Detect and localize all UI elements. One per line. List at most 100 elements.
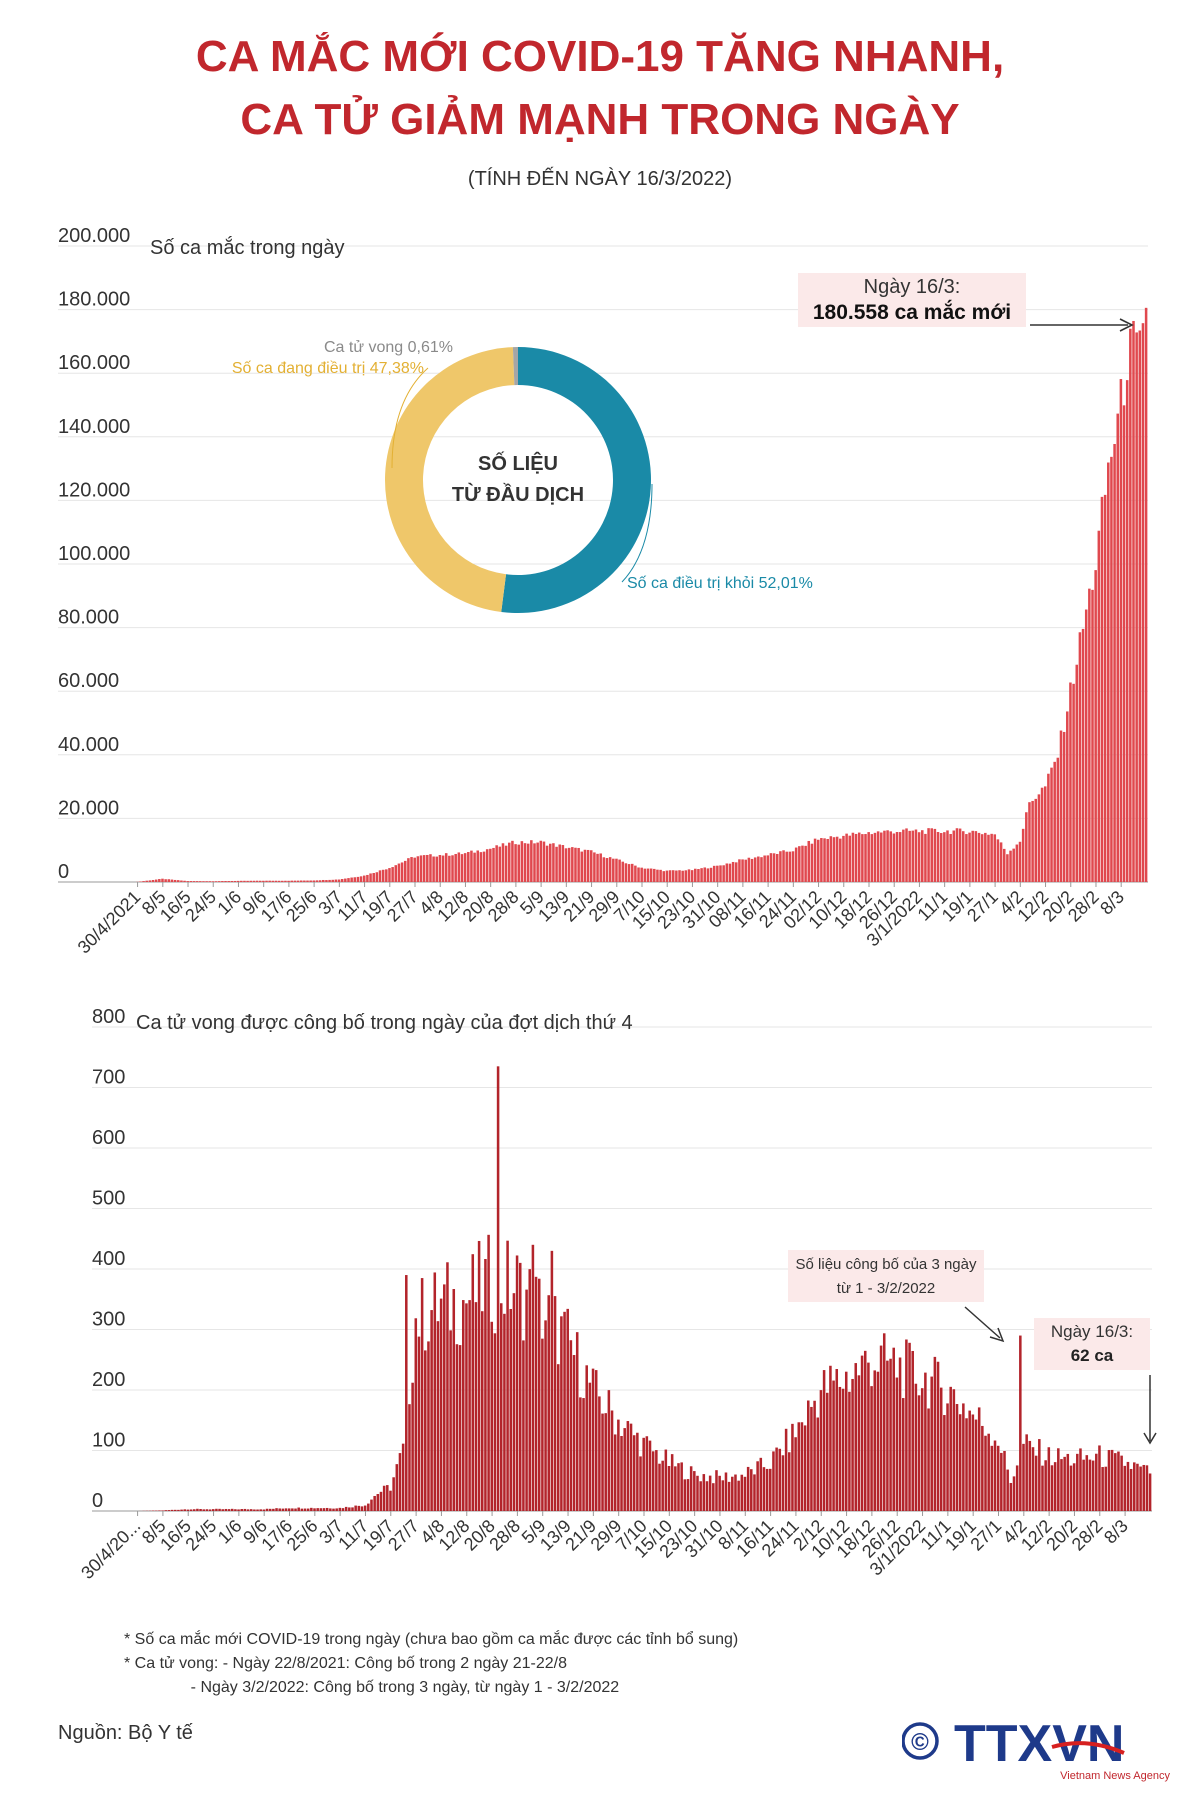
c2-bar xyxy=(496,1066,500,1511)
c1-bar xyxy=(955,828,959,882)
c2-bar xyxy=(689,1466,693,1511)
cases-chart-title: Số ca mắc trong ngày xyxy=(150,236,345,259)
c2-bar xyxy=(303,1508,307,1511)
c1-bar xyxy=(325,880,328,882)
c2-bar xyxy=(230,1508,234,1511)
c1-bar xyxy=(722,865,725,882)
c1-bar xyxy=(763,855,766,882)
c1-bar xyxy=(987,834,990,882)
c1-bar xyxy=(353,877,357,882)
c1-bar xyxy=(571,847,574,882)
donut-treating-slice xyxy=(384,347,515,612)
c2-bar xyxy=(1095,1453,1098,1511)
c1-bar xyxy=(514,844,517,882)
c1-bar xyxy=(340,879,344,882)
c2-bar xyxy=(164,1510,168,1511)
c2-y-tick-label: 500 xyxy=(92,1188,125,1210)
c1-bar xyxy=(933,828,937,882)
c2-bar xyxy=(427,1341,430,1511)
c2-bar xyxy=(395,1464,399,1511)
c1-bar xyxy=(334,879,338,882)
cases-annotation-line1: Ngày 16/3: xyxy=(864,276,961,298)
c1-bar xyxy=(716,865,719,882)
c2-bar xyxy=(848,1391,851,1511)
c2-bar xyxy=(1047,1447,1051,1511)
c2-bar xyxy=(1015,1465,1019,1511)
c2-bar xyxy=(477,1240,481,1511)
c1-bar xyxy=(533,843,536,882)
c2-bar xyxy=(572,1355,576,1511)
c2-bar xyxy=(1031,1447,1035,1511)
c1-bar xyxy=(523,843,527,882)
c2-bar xyxy=(1101,1467,1104,1511)
donut-treating-label: Số ca đang điều trị 47,38% xyxy=(232,360,424,377)
c2-bar xyxy=(601,1413,604,1511)
c2-bar xyxy=(968,1410,971,1511)
c2-y-tick-label: 600 xyxy=(92,1127,125,1149)
c2-bar xyxy=(240,1509,243,1511)
c2-bar xyxy=(965,1418,968,1511)
c1-bar xyxy=(482,851,486,882)
c2-bar xyxy=(158,1510,161,1511)
c1-bar xyxy=(678,870,681,882)
c2-bar xyxy=(620,1436,623,1511)
c1-bar xyxy=(460,854,464,882)
c2-bar xyxy=(683,1479,687,1511)
c1-bar xyxy=(271,880,275,882)
c2-bar xyxy=(667,1465,671,1511)
c2-bar xyxy=(1041,1465,1044,1511)
c2-bar xyxy=(645,1436,649,1511)
c1-bar xyxy=(419,855,423,882)
c1-bar xyxy=(164,879,167,882)
c1-bar xyxy=(911,830,915,882)
c2-bar xyxy=(962,1403,965,1511)
c2-bar xyxy=(1009,1482,1013,1511)
c1-bar xyxy=(170,879,174,882)
c1-bar xyxy=(671,870,675,882)
c2-bar xyxy=(1072,1463,1076,1511)
c1-bar xyxy=(1062,731,1066,882)
c1-y-tick-label: 200.000 xyxy=(58,225,130,247)
c1-bar xyxy=(1018,841,1022,882)
c1-bar xyxy=(921,830,924,882)
c2-bar xyxy=(490,1321,494,1511)
c2-bar xyxy=(227,1509,231,1511)
c1-bar xyxy=(249,880,253,882)
c2-bar xyxy=(196,1508,199,1511)
c1-bar xyxy=(555,846,558,882)
c1-bar xyxy=(1002,848,1006,882)
c1-bar xyxy=(854,833,858,882)
c2-bar xyxy=(1038,1439,1041,1511)
c1-bar xyxy=(753,857,757,882)
c2-bar xyxy=(563,1311,566,1511)
c1-bar xyxy=(265,880,268,882)
c1-bar xyxy=(741,859,744,882)
c2-bar xyxy=(537,1278,541,1511)
c1-bar xyxy=(605,858,609,882)
c1-bar xyxy=(202,881,205,882)
cases-y-tick-labels: 0 20.000 40.000 60.000 80.000 100.000 120.000 1… xyxy=(58,225,130,883)
c1-bar xyxy=(659,869,662,882)
deaths-x-tick-labels: 30/4/20...8/516/524/51/69/617/625/63/711… xyxy=(77,1511,1132,1583)
c1-bar xyxy=(1047,773,1050,882)
c2-bar xyxy=(566,1308,569,1511)
c2-bar xyxy=(993,1440,997,1511)
c1-bar xyxy=(394,865,398,882)
c2-bar xyxy=(1069,1465,1073,1511)
c1-bar xyxy=(151,879,155,882)
c1-bar xyxy=(233,880,237,882)
c2-bar xyxy=(759,1457,763,1511)
c1-bar xyxy=(829,836,833,882)
c1-bar xyxy=(999,842,1003,882)
c1-bar xyxy=(281,880,284,882)
c2-bar xyxy=(1136,1463,1139,1511)
c2-bar xyxy=(202,1509,205,1511)
c1-bar xyxy=(984,832,987,882)
c2-bar xyxy=(462,1300,465,1511)
c2-bar xyxy=(822,1370,826,1511)
c2-bar xyxy=(854,1363,858,1511)
c2-bar xyxy=(857,1375,861,1511)
c1-bar xyxy=(791,851,795,882)
c1-bar xyxy=(366,874,369,882)
c2-bar xyxy=(531,1244,535,1511)
